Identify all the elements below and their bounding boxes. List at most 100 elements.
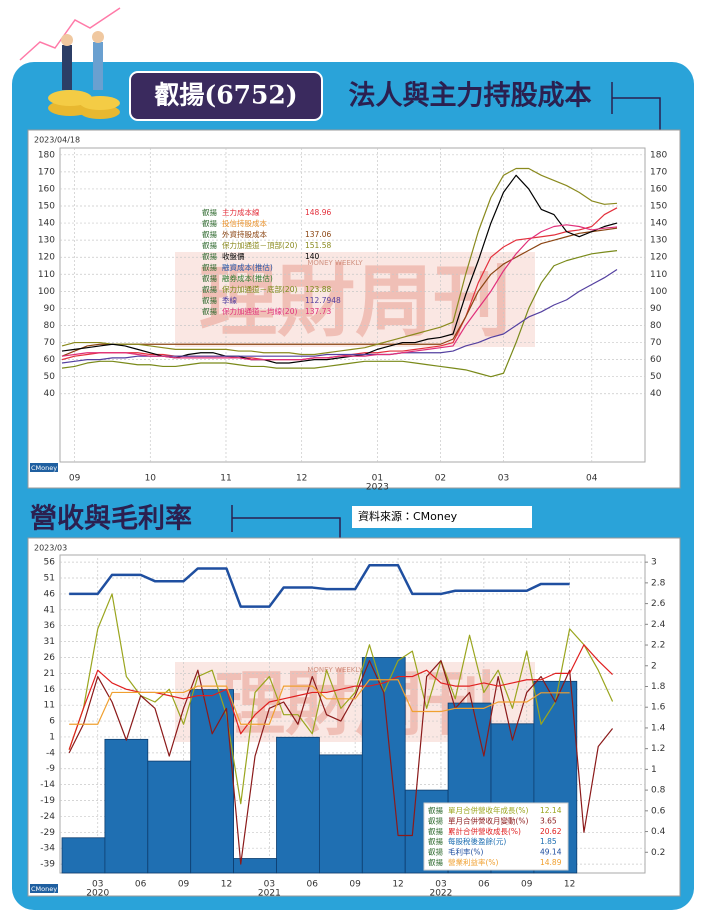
x-tick-label: 12 (221, 880, 232, 890)
x-tick-label: 09 (521, 880, 533, 890)
y-right-tick-label: 120 (650, 253, 667, 263)
y-tick-label: 90 (44, 304, 56, 314)
chart-date: 2023/03 (34, 544, 67, 553)
x-tick-label: 03 (435, 880, 446, 890)
figure (62, 45, 72, 90)
y-tick-label: -34 (40, 844, 55, 854)
y-tick-label: 150 (38, 202, 55, 212)
y-right-tick-label: 60 (650, 355, 662, 365)
legend-prefix: 叡揚 (428, 836, 443, 846)
y-tick-label: 160 (38, 184, 55, 194)
y-right-tick-label: 140 (650, 219, 667, 229)
y-tick-label: -39 (40, 860, 55, 870)
bar (104, 738, 149, 874)
figure (61, 34, 73, 46)
y-tick-label: 6 (49, 717, 55, 727)
y2-tick-label: 2.2 (651, 641, 665, 651)
bracket (232, 517, 341, 538)
y-tick-label: 26 (44, 653, 56, 663)
legend-label: 外資持股成本 (222, 229, 267, 239)
plot-area (59, 147, 646, 463)
y-right-tick-label: 70 (650, 338, 662, 348)
source-box (352, 506, 532, 528)
legend-label: 累計合併營收成長(%) (448, 826, 521, 836)
x-tick-label: 09 (178, 880, 190, 890)
y-tick-label: -29 (40, 828, 55, 838)
y2-tick-label: 2.6 (651, 599, 666, 609)
y2-tick-label: 0.6 (651, 806, 666, 816)
x-tick-label: 10 (145, 474, 157, 484)
legend-value: 1.85 (540, 837, 557, 846)
y-right-tick-label: 100 (650, 287, 667, 297)
y-tick-label: 36 (44, 621, 56, 631)
legend-label: 單月合併營收月變動(%) (448, 815, 529, 825)
y-tick-label: 46 (44, 589, 56, 599)
y2-tick-label: 1.4 (651, 723, 666, 733)
x-year-label: 2022 (429, 889, 452, 899)
series-line (69, 564, 570, 608)
y-right-tick-label: 180 (650, 150, 667, 160)
x-tick-label: 11 (220, 474, 231, 484)
stock-box (129, 71, 323, 121)
legend-label: 收盤價 (222, 251, 245, 261)
legend-prefix: 叡揚 (202, 306, 217, 316)
bracket (612, 97, 661, 130)
legend-label: 保力加通道－均線(20) (222, 306, 297, 316)
y-right-tick-label: 50 (650, 372, 662, 382)
legend-label: 季線 (222, 295, 237, 305)
y2-tick-label: 0.8 (651, 786, 666, 796)
x-tick-label: 12 (392, 880, 403, 890)
y-tick-label: 170 (38, 167, 55, 177)
y-tick-label: 60 (44, 355, 56, 365)
bar (361, 657, 406, 874)
figure (92, 31, 104, 43)
x-tick-label: 06 (135, 880, 147, 890)
x-year-label: 2023 (366, 483, 389, 493)
x-year-label: 2020 (86, 889, 109, 899)
source: 資料來源：CMoney (358, 509, 458, 523)
y-tick-label: 50 (44, 372, 56, 382)
watermark: 理財周刊 (199, 257, 511, 348)
y-right-tick-label: 150 (650, 202, 667, 212)
legend-prefix: 叡揚 (428, 857, 443, 867)
x-tick-label: 01 (372, 474, 383, 484)
legend-prefix: 叡揚 (202, 229, 217, 239)
series-line (61, 227, 618, 357)
legend-label: 毛利率(%) (448, 847, 484, 857)
y2-tick-label: 2 (651, 661, 657, 671)
legend-prefix: 叡揚 (428, 815, 443, 825)
y2-tick-label: 1.2 (651, 744, 665, 754)
logo-box (30, 463, 58, 472)
logo-box (30, 884, 58, 893)
legend-prefix: 叡揚 (202, 251, 217, 261)
y2-tick-label: 0.4 (651, 827, 666, 837)
legend-prefix: 叡揚 (202, 284, 217, 294)
logo: CMoney (31, 885, 57, 893)
legend-prefix: 叡揚 (202, 273, 217, 283)
legend-value: 14.89 (540, 858, 562, 867)
legend-prefix: 叡揚 (428, 805, 443, 815)
bar (147, 760, 192, 874)
legend-value: 140 (305, 252, 320, 261)
y-tick-label: 21 (44, 669, 55, 679)
legend-prefix: 叡揚 (202, 262, 217, 272)
legend-prefix: 叡揚 (202, 218, 217, 228)
legend-label: 單月合併營收年成長(%) (448, 805, 529, 815)
y-tick-label: 11 (44, 701, 55, 711)
y-right-tick-label: 90 (650, 304, 662, 314)
legend-label: 主力成本線 (222, 207, 260, 217)
legend-value: 137.06 (305, 230, 331, 239)
legend-value: 151.58 (305, 241, 331, 250)
y-right-tick-label: 80 (650, 321, 662, 331)
series-line (68, 644, 613, 750)
y2-tick-label: 3 (651, 558, 657, 568)
legend-label: 融券成本(推估) (222, 273, 273, 283)
y-tick-label: -4 (46, 748, 55, 758)
x-tick-label: 12 (564, 880, 575, 890)
section-title: 營收與毛利率 (30, 503, 192, 535)
y2-tick-label: 1.8 (651, 682, 666, 692)
x-tick-label: 09 (69, 474, 81, 484)
y-tick-label: 56 (44, 558, 56, 568)
x-tick-label: 09 (349, 880, 361, 890)
